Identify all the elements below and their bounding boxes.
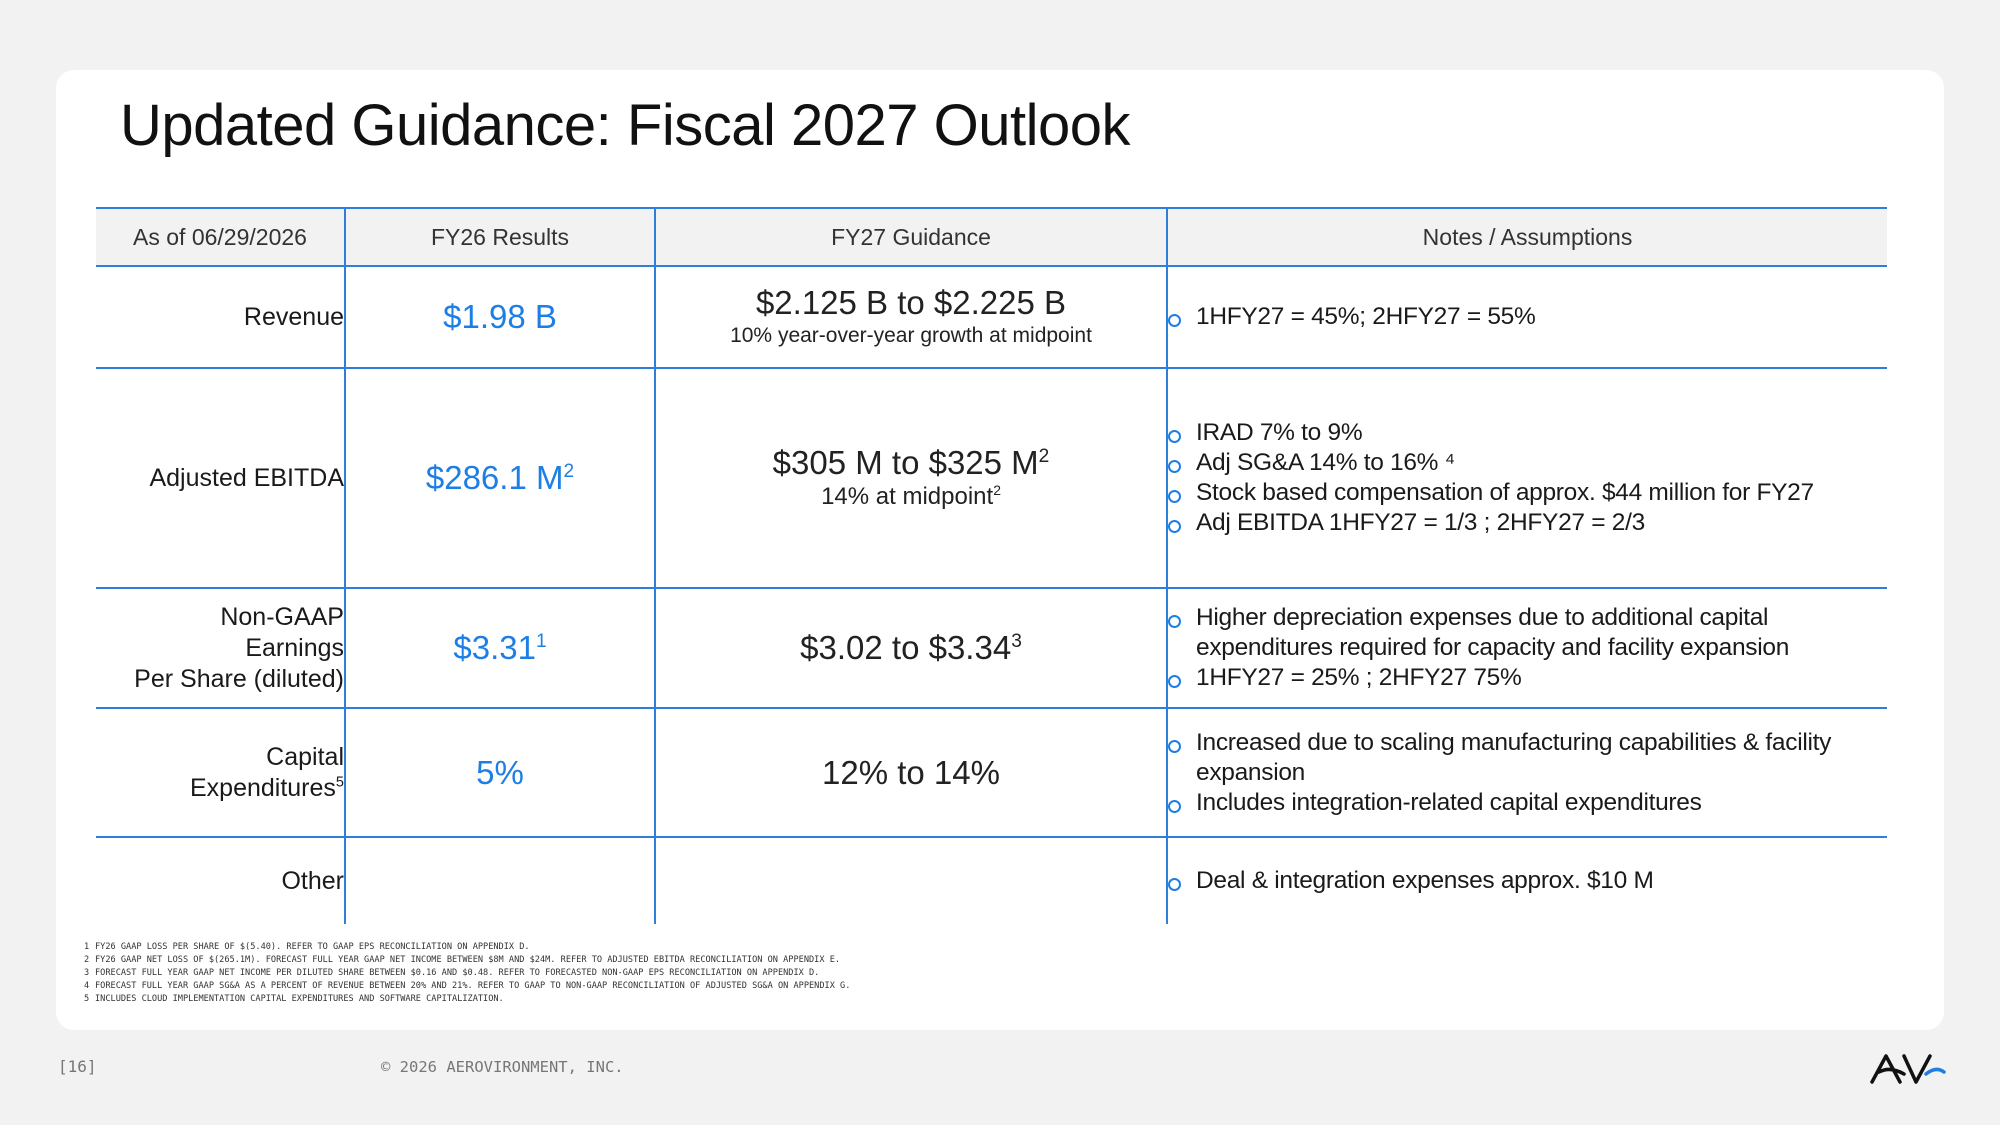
fy27-guidance-revenue: $2.125 B to $2.225 B 10% year-over-year …	[654, 265, 1167, 368]
table-row: Adjusted EBITDA $286.1 M2 $305 M to $325…	[96, 367, 1887, 588]
guidance-subtext: 14% at midpoint2	[821, 482, 1001, 510]
footnote: 4 Forecast full year GAAP SG&A as a perce…	[84, 981, 851, 991]
guidance-table: As of 06/29/2026 FY26 Results FY27 Guida…	[96, 207, 1887, 924]
page-number: [16]	[58, 1057, 97, 1076]
row-label-capital-expenditures: Capital Expenditures5	[96, 707, 345, 837]
guidance-value: 12% to 14%	[822, 753, 1000, 791]
fy27-guidance-eps: $3.02 to $3.343	[654, 587, 1167, 708]
table-row: Non-GAAP Earnings Per Share (diluted) $3…	[96, 587, 1887, 708]
notes-capex: Increased due to scaling manufacturing c…	[1166, 707, 1887, 837]
note-bullet: IRAD 7% to 9%	[1168, 418, 1887, 448]
header-as-of: As of 06/29/2026	[96, 207, 345, 266]
note-bullet: Increased due to scaling manufacturing c…	[1168, 728, 1887, 788]
footnote: 2 FY26 GAAP net loss of $(265.1M). Foreca…	[84, 955, 841, 965]
fy26-result-other	[344, 836, 655, 924]
table-row: Other Deal & integration expenses approx…	[96, 836, 1887, 924]
footnotes: 1 FY26 GAAP loss per share of $(5.40). Re…	[84, 941, 850, 1006]
fy27-guidance-ebitda: $305 M to $325 M2 14% at midpoint2	[654, 367, 1167, 588]
header-notes: Notes / Assumptions	[1166, 207, 1887, 266]
guidance-subtext: 10% year-over-year growth at midpoint	[730, 324, 1092, 347]
fy27-guidance-capex: 12% to 14%	[654, 707, 1167, 837]
fy26-result-eps: $3.311	[344, 587, 655, 708]
fy26-result-capex: 5%	[344, 707, 655, 837]
notes-ebitda: IRAD 7% to 9% Adj SG&A 14% to 16% ⁴ Stoc…	[1166, 367, 1887, 588]
fy26-result-ebitda: $286.1 M2	[344, 367, 655, 588]
copyright: © 2026 AEROVIRONMENT, INC.	[381, 1058, 624, 1076]
av-logo-icon	[1870, 1054, 1946, 1084]
notes-other: Deal & integration expenses approx. $10 …	[1166, 836, 1887, 924]
footnote: 5 Includes cloud implementation capital e…	[84, 994, 504, 1004]
note-bullet: Adj SG&A 14% to 16% ⁴	[1168, 448, 1887, 478]
guidance-value: $3.02 to $3.343	[800, 629, 1022, 666]
note-bullet: Stock based compensation of approx. $44 …	[1168, 478, 1887, 508]
notes-eps: Higher depreciation expenses due to addi…	[1166, 587, 1887, 708]
guidance-value: $305 M to $325 M2	[772, 444, 1050, 481]
header-fy26-results: FY26 Results	[344, 207, 655, 266]
table-row: Revenue $1.98 B $2.125 B to $2.225 B 10%…	[96, 265, 1887, 368]
guidance-value: $2.125 B to $2.225 B	[755, 284, 1067, 321]
fy27-guidance-other	[654, 836, 1167, 924]
footnote: 3 Forecast full year GAAP net income per …	[84, 968, 820, 978]
note-bullet: Includes integration-related capital exp…	[1168, 788, 1887, 818]
slide-title: Updated Guidance: Fiscal 2027 Outlook	[120, 93, 1131, 158]
fy26-result-revenue: $1.98 B	[344, 265, 655, 368]
note-bullet: Adj EBITDA 1HFY27 = 1/3 ; 2HFY27 = 2/3	[1168, 508, 1887, 538]
note-bullet: 1HFY27 = 45%; 2HFY27 = 55%	[1168, 302, 1887, 332]
av-logo	[1870, 1052, 1946, 1091]
row-label-revenue: Revenue	[96, 265, 345, 368]
note-bullet: Higher depreciation expenses due to addi…	[1168, 603, 1887, 663]
note-bullet: 1HFY27 = 25% ; 2HFY27 75%	[1168, 663, 1887, 693]
footnote: 1 FY26 GAAP loss per share of $(5.40). Re…	[84, 942, 530, 952]
row-label-adjusted-ebitda: Adjusted EBITDA	[96, 367, 345, 588]
table-header-row: As of 06/29/2026 FY26 Results FY27 Guida…	[96, 207, 1887, 266]
header-fy27-guidance: FY27 Guidance	[654, 207, 1167, 266]
row-label-other: Other	[96, 836, 345, 924]
note-bullet: Deal & integration expenses approx. $10 …	[1168, 866, 1887, 896]
row-label-non-gaap-eps: Non-GAAP Earnings Per Share (diluted)	[96, 587, 345, 708]
notes-revenue: 1HFY27 = 45%; 2HFY27 = 55%	[1166, 265, 1887, 368]
table-row: Capital Expenditures5 5% 12% to 14% Incr…	[96, 707, 1887, 837]
